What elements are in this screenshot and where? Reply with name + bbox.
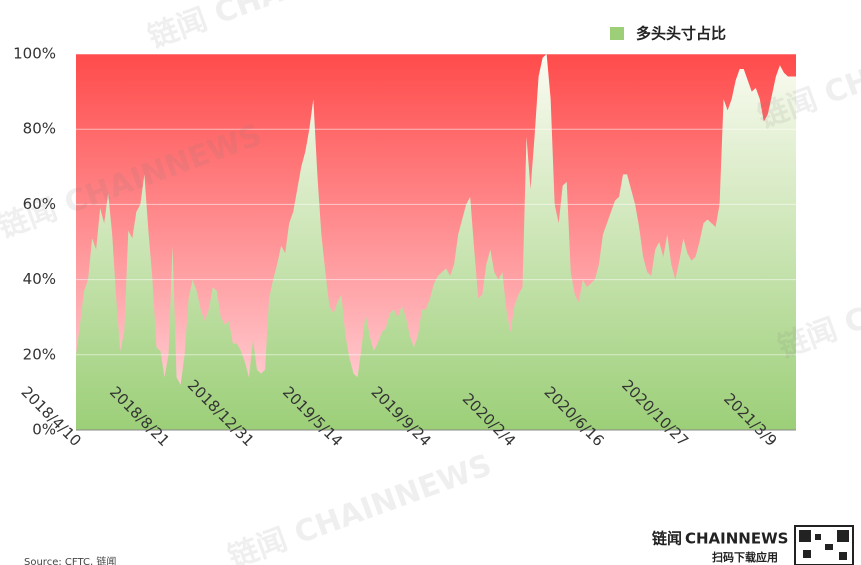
brand-sub: 扫码下载应用: [712, 550, 778, 564]
x-tick-label: 2018/4/10: [18, 383, 85, 450]
y-tick-label: 60%: [23, 195, 56, 213]
legend-swatch: [610, 27, 624, 40]
source: Source: CFTC, 链闻: [24, 555, 116, 565]
y-tick-label: 40%: [23, 270, 56, 288]
y-tick-label: 0%: [32, 421, 56, 439]
y-tick-label: 80%: [23, 120, 56, 138]
watermark: 链闻 CHAINNEWS: [144, 0, 417, 56]
legend-label: 多头头寸占比: [636, 25, 726, 43]
brand-en: CHAINNEWS: [685, 530, 788, 548]
brand-cn: 链闻: [652, 530, 682, 548]
watermark: 链闻 CHAINNEWS: [224, 448, 497, 565]
area: [76, 54, 796, 430]
y-tick-label: 100%: [13, 45, 56, 63]
y-tick-label: 20%: [23, 345, 56, 363]
qr-code: [794, 525, 854, 565]
